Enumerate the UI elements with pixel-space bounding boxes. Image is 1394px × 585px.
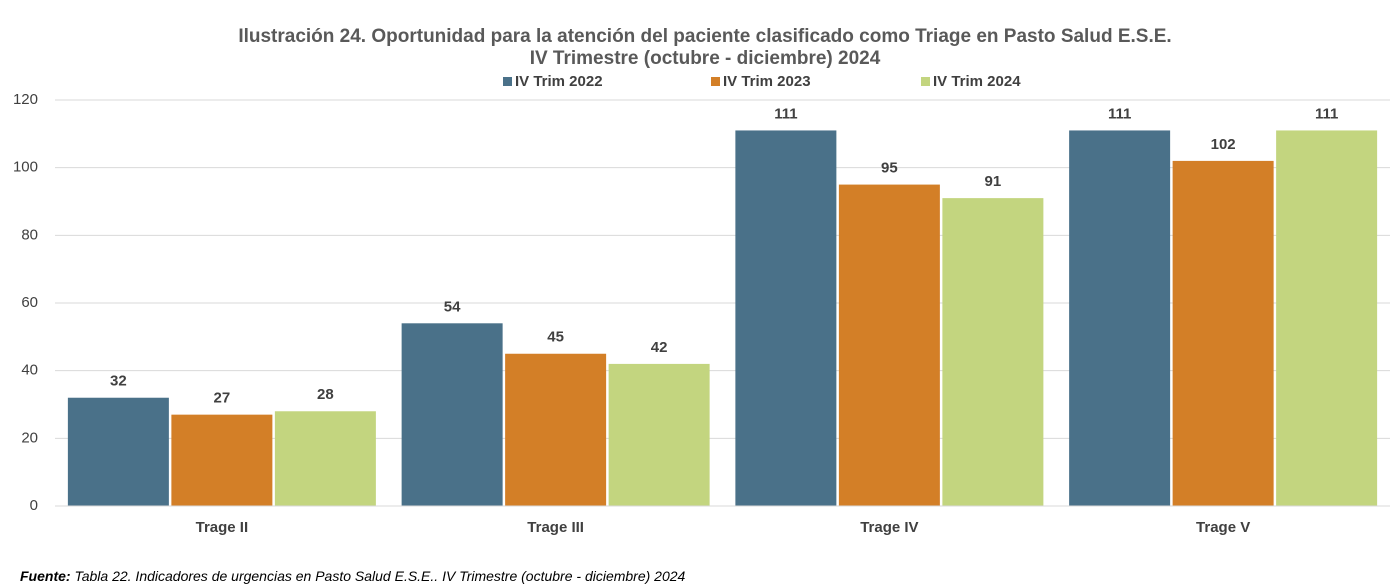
bar [401, 323, 503, 506]
x-tick-label: Trage III [527, 519, 584, 536]
y-tick-label: 80 [21, 226, 38, 243]
bar [171, 414, 273, 506]
bar [1172, 160, 1274, 506]
data-label: 102 [1211, 136, 1236, 153]
footer: Fuente: Tabla 22. Indicadores de urgenci… [20, 568, 685, 584]
bar [505, 353, 607, 506]
bar [1069, 130, 1171, 506]
footer-label: Fuente: [20, 568, 71, 584]
data-label: 91 [985, 173, 1002, 190]
data-label: 27 [214, 390, 231, 407]
bar [838, 184, 940, 507]
y-tick-label: 100 [13, 159, 38, 176]
data-label: 54 [444, 298, 461, 315]
bar [274, 411, 376, 506]
data-label: 95 [881, 160, 898, 177]
data-label: 111 [1315, 105, 1338, 122]
data-label: 111 [1108, 105, 1131, 122]
data-label: 28 [317, 386, 334, 403]
y-tick-label: 60 [21, 294, 38, 311]
y-tick-label: 20 [21, 429, 38, 446]
x-tick-label: Trage V [1196, 519, 1250, 536]
bar [67, 397, 169, 506]
bar [608, 363, 710, 506]
footer-text: Tabla 22. Indicadores de urgencias en Pa… [74, 568, 686, 584]
data-label: 42 [651, 339, 668, 356]
legend-swatch [503, 77, 512, 86]
chart-subtitle: IV Trimestre (octubre - diciembre) 2024 [530, 48, 881, 69]
chart-title: Ilustración 24. Oportunidad para la aten… [238, 26, 1171, 47]
legend-label: IV Trim 2024 [933, 73, 1021, 90]
legend-swatch [711, 77, 720, 86]
x-tick-label: Trage IV [860, 519, 918, 536]
legend-label: IV Trim 2023 [723, 73, 811, 90]
y-tick-label: 120 [13, 91, 38, 108]
legend-swatch [921, 77, 930, 86]
legend-label: IV Trim 2022 [515, 73, 603, 90]
bar [735, 130, 837, 506]
data-label: 111 [774, 105, 797, 122]
y-tick-label: 40 [21, 362, 38, 379]
data-label: 32 [110, 373, 127, 390]
data-label: 45 [547, 329, 564, 346]
bar [942, 198, 1044, 506]
bar [1276, 130, 1378, 506]
x-tick-label: Trage II [196, 519, 249, 536]
y-tick-label: 0 [30, 497, 38, 514]
chart: Ilustración 24. Oportunidad para la aten… [13, 26, 1390, 536]
